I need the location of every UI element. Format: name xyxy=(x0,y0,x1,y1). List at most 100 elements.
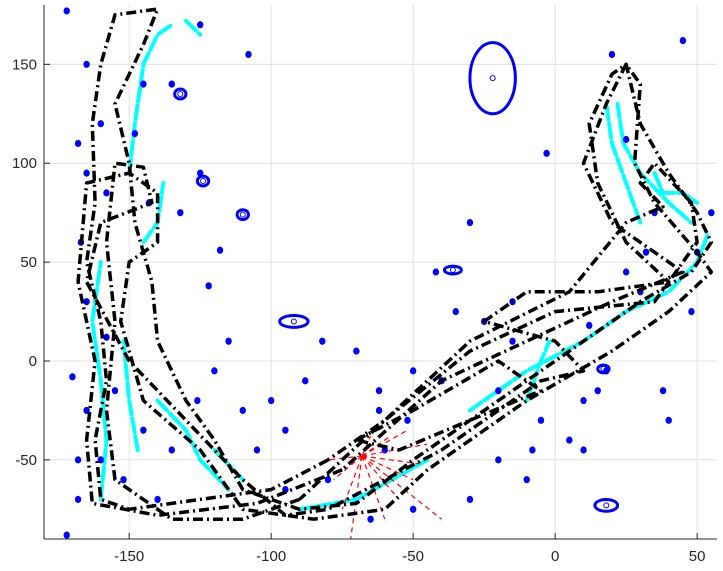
landmark-point xyxy=(409,505,417,513)
estimate-segment xyxy=(604,101,643,225)
landmark-point xyxy=(239,406,246,415)
landmark-uncertainty-ellipse xyxy=(235,208,250,222)
estimate-segment xyxy=(121,339,140,452)
landmark-point xyxy=(566,436,573,444)
x-tick-label: -50 xyxy=(402,548,424,565)
x-tick-label: -150 xyxy=(114,548,144,565)
landmark-point xyxy=(140,426,147,434)
landmark-point xyxy=(194,396,201,405)
landmark-point xyxy=(708,209,715,217)
sensor-ray xyxy=(361,455,442,520)
landmark-point xyxy=(353,347,360,355)
landmark-point xyxy=(586,321,593,329)
estimate-segment xyxy=(297,457,430,512)
landmark-point xyxy=(216,246,224,254)
landmark-point xyxy=(523,476,530,484)
y-tick-label: 100 xyxy=(12,155,37,172)
landmark-center xyxy=(200,178,207,185)
trajectory-loop xyxy=(84,7,714,512)
landmark-uncertainty-ellipse xyxy=(442,264,463,276)
sensor-ray xyxy=(361,455,400,500)
estimate-segment xyxy=(90,260,109,502)
landmark-point xyxy=(83,298,90,306)
landmark-point xyxy=(83,169,90,177)
landmark-center xyxy=(290,318,297,325)
landmark-point xyxy=(120,476,127,484)
sensor-ray xyxy=(333,455,363,481)
landmark-point xyxy=(282,426,289,434)
landmark-point xyxy=(537,416,545,424)
landmark-center xyxy=(239,211,246,218)
landmark-point xyxy=(432,268,440,276)
sensor-ray xyxy=(361,455,386,520)
landmark-point xyxy=(543,149,550,157)
landmark-point xyxy=(131,129,139,138)
landmark-point xyxy=(319,337,326,345)
landmark-uncertainty-ellipse xyxy=(593,497,620,513)
sensor-ray-series xyxy=(327,429,442,539)
estimate-segment xyxy=(524,339,552,403)
landmark-point xyxy=(302,377,309,385)
y-tick-label: -50 xyxy=(15,452,37,469)
landmark-point xyxy=(245,50,252,59)
landmark-center xyxy=(603,502,610,509)
landmark-uncertainty-ellipse xyxy=(278,314,310,329)
landmark-point xyxy=(253,446,261,454)
landmark-point xyxy=(63,531,70,539)
data-layer xyxy=(63,7,715,539)
landmark-point xyxy=(225,337,232,345)
trajectory-loop xyxy=(84,161,699,521)
landmark-point xyxy=(63,7,70,15)
estimate-segment xyxy=(184,18,203,37)
landmark-point xyxy=(466,218,474,227)
sensor-ray xyxy=(361,455,419,465)
sensor-ray xyxy=(341,455,363,510)
trajectory-loop xyxy=(76,62,714,521)
landmark-point xyxy=(580,396,587,405)
landmark-point xyxy=(211,367,218,375)
landmark-point xyxy=(196,21,204,29)
sensor-ray xyxy=(350,455,363,539)
landmark-point xyxy=(608,50,616,59)
sensor-ray xyxy=(361,435,391,457)
landmark-point xyxy=(168,80,175,88)
sensor-ray xyxy=(361,455,414,481)
estimate-segment xyxy=(155,398,231,492)
landmark-point xyxy=(168,446,175,454)
landmark-point xyxy=(367,515,374,523)
tick-labels: -150 -100 -50 0 50 -50 0 50 100 150 xyxy=(12,56,705,565)
estimate-segment xyxy=(652,171,700,205)
landmark-point xyxy=(466,495,474,504)
landmark-point xyxy=(529,446,536,454)
landmark-point xyxy=(665,416,672,424)
landmark-point xyxy=(140,80,147,88)
y-tick-label: 50 xyxy=(20,254,37,271)
axes xyxy=(43,5,717,540)
y-tick-label: 0 xyxy=(29,353,37,370)
grid-lines xyxy=(44,5,717,539)
landmark-point xyxy=(97,120,104,128)
landmark-point xyxy=(267,396,275,405)
landmark-point xyxy=(103,333,110,341)
landmark-point xyxy=(103,189,110,197)
landmark-point xyxy=(594,387,601,395)
landmark-point xyxy=(177,209,184,217)
landmark-point xyxy=(111,387,119,395)
landmark-center xyxy=(600,365,607,372)
y-tick-label: 150 xyxy=(12,56,37,73)
landmark-point xyxy=(205,282,212,290)
landmark-point xyxy=(69,373,76,381)
trajectory-series xyxy=(76,7,714,521)
landmark-center xyxy=(177,91,184,97)
sensor-ray xyxy=(327,455,363,461)
trajectory-loop xyxy=(355,359,543,452)
landmark-point xyxy=(83,60,90,68)
landmark-point xyxy=(74,139,82,148)
landmark-point xyxy=(452,307,459,316)
estimate-segment xyxy=(467,230,711,413)
landmark-point xyxy=(688,307,695,316)
x-tick-label: 0 xyxy=(551,548,559,565)
landmark-point xyxy=(622,135,630,144)
landmark-point xyxy=(375,387,383,395)
